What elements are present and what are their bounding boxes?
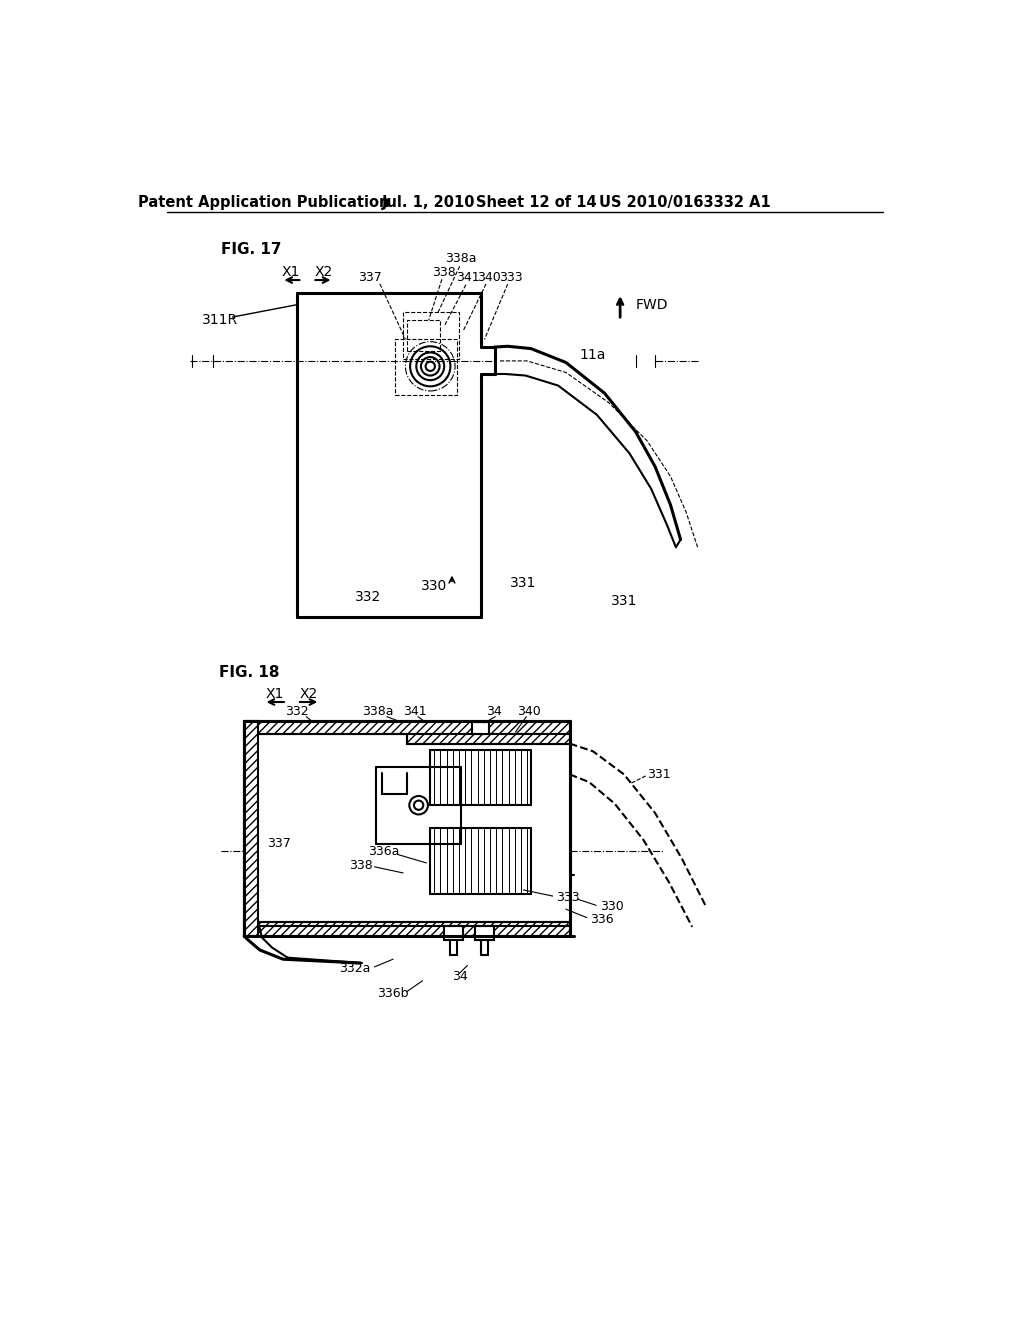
Text: 311R: 311R [202,313,238,327]
Text: 336b: 336b [377,987,409,1001]
Text: 337: 337 [358,271,382,284]
Bar [407,734,569,743]
Circle shape [414,800,423,810]
Text: 34: 34 [452,970,468,982]
Text: Sheet 12 of 14: Sheet 12 of 14 [476,195,597,210]
Text: 338a: 338a [445,252,477,265]
Text: 336: 336 [591,912,614,925]
Text: 338: 338 [348,859,373,871]
Bar [475,927,494,940]
Text: US 2010/0163332 A1: US 2010/0163332 A1 [599,195,770,210]
Text: 338: 338 [432,265,456,279]
Text: 340: 340 [477,271,501,284]
Text: Patent Application Publication: Patent Application Publication [138,195,389,210]
Text: 331: 331 [647,768,671,781]
Text: 11a: 11a [580,347,606,362]
Text: 330: 330 [600,900,625,913]
Text: FIG. 17: FIG. 17 [221,242,282,257]
Text: X1: X1 [266,688,285,701]
Bar [444,927,463,940]
Text: 34: 34 [486,705,502,718]
Text: 331: 331 [610,594,637,609]
Bar [245,923,569,936]
Text: 333: 333 [499,271,522,284]
Text: 338a: 338a [361,705,393,718]
Text: 333: 333 [556,891,580,904]
Text: 332: 332 [285,705,309,718]
Bar [245,721,258,936]
Text: 341: 341 [402,705,427,718]
Text: X1: X1 [282,264,300,279]
Text: 340: 340 [517,705,542,718]
Bar [245,721,569,734]
Text: 336a: 336a [368,845,399,858]
Bar [407,321,439,351]
Text: 331: 331 [510,577,537,590]
Text: FWD: FWD [636,298,668,312]
Text: X2: X2 [299,688,317,701]
Text: 337: 337 [267,837,291,850]
Circle shape [426,362,435,371]
Bar [472,722,489,734]
Bar [403,313,459,359]
Text: Jul. 1, 2010: Jul. 1, 2010 [382,195,475,210]
Text: 341: 341 [456,271,479,284]
Bar [395,339,458,395]
Text: 332a: 332a [339,962,370,975]
Text: X2: X2 [314,264,333,279]
Text: 330: 330 [421,578,447,593]
Text: FIG. 18: FIG. 18 [219,665,280,680]
Text: 332: 332 [355,590,381,605]
